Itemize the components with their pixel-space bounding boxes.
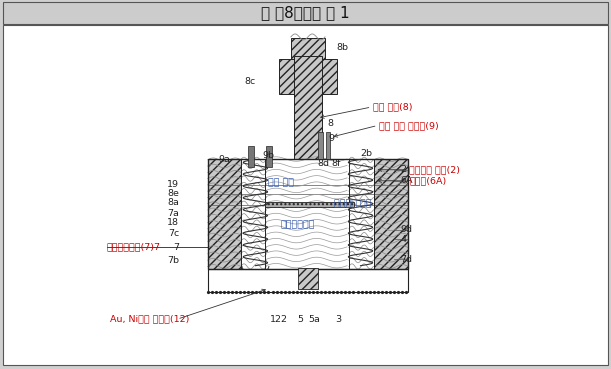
Bar (279, 59, 337, 94)
Text: 7: 7 (173, 243, 179, 252)
Text: 9b: 9b (263, 151, 275, 160)
Bar (208, 159, 255, 269)
Bar (291, 38, 325, 59)
Text: 19: 19 (167, 180, 179, 189)
Bar (266, 146, 272, 167)
Text: 7b: 7b (167, 256, 179, 265)
Text: 을 제8호증의 도 1: 을 제8호증의 도 1 (261, 6, 350, 20)
Bar (241, 159, 374, 269)
Text: 9a: 9a (219, 155, 230, 164)
Bar (208, 159, 408, 269)
Text: 8b: 8b (336, 44, 348, 52)
Text: 5a: 5a (308, 315, 320, 324)
Text: 8a: 8a (167, 199, 179, 207)
Bar (349, 159, 374, 269)
Bar (3, 2, 608, 24)
Bar (248, 146, 254, 167)
Text: 9d: 9d (400, 225, 412, 234)
Text: 니켈 로드: 니켈 로드 (268, 178, 294, 187)
Bar (294, 56, 322, 159)
Text: 8: 8 (327, 119, 333, 128)
Text: 7a: 7a (167, 209, 179, 218)
Text: 12: 12 (270, 315, 282, 324)
Text: 니켈 로드(8): 니켈 로드(8) (373, 103, 412, 111)
Text: 2: 2 (400, 165, 406, 174)
Bar (241, 159, 265, 269)
Bar (318, 132, 323, 159)
Text: 통형 접합 지지체(9): 통형 접합 지지체(9) (379, 121, 439, 130)
Text: 접합층(6A): 접합층(6A) (409, 176, 447, 185)
Text: 8f: 8f (331, 159, 340, 168)
Bar (241, 159, 266, 269)
Text: 저열팡창도체: 저열팡창도체 (280, 221, 315, 230)
Text: 저열팡창도체(7)7: 저열팡창도체(7)7 (107, 243, 161, 252)
Text: 3: 3 (335, 315, 341, 324)
Text: 9: 9 (328, 134, 334, 143)
Text: 7d: 7d (400, 255, 412, 263)
Bar (349, 159, 374, 269)
Bar (360, 159, 408, 269)
Text: 8c: 8c (244, 77, 255, 86)
Text: 세라믹스 부재(2): 세라믹스 부재(2) (409, 165, 460, 174)
Text: 7c: 7c (168, 229, 179, 238)
Text: 8e: 8e (167, 189, 179, 198)
Text: Au, Ni합금 접합층(12): Au, Ni합금 접합층(12) (110, 315, 189, 324)
Text: 8d: 8d (317, 159, 329, 168)
Text: 4: 4 (400, 235, 406, 244)
Text: 5: 5 (298, 315, 304, 324)
Text: 2: 2 (280, 315, 287, 324)
Text: 18: 18 (167, 218, 179, 227)
Bar (326, 132, 330, 159)
Bar (298, 268, 318, 289)
Bar (265, 202, 354, 207)
Text: 2b: 2b (360, 149, 373, 158)
Bar (208, 269, 408, 292)
Text: 6A: 6A (400, 176, 412, 185)
Text: 세라믹스 부재: 세라믹스 부재 (334, 199, 372, 208)
